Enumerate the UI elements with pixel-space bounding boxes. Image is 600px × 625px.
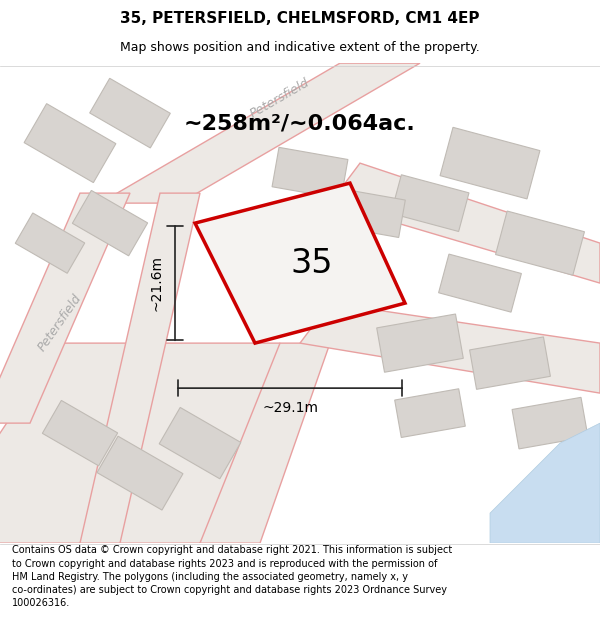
Polygon shape [195,183,405,343]
Polygon shape [43,401,118,466]
Text: Contains OS data © Crown copyright and database right 2021. This information is : Contains OS data © Crown copyright and d… [12,546,452,608]
Text: ~29.1m: ~29.1m [262,401,318,415]
Polygon shape [395,389,466,438]
Text: Petersfield: Petersfield [35,292,85,354]
Polygon shape [80,193,200,543]
Polygon shape [100,63,420,203]
Text: Map shows position and indicative extent of the property.: Map shows position and indicative extent… [120,41,480,54]
Polygon shape [300,303,600,393]
Polygon shape [335,189,406,238]
Polygon shape [439,254,521,312]
Polygon shape [470,337,550,389]
Polygon shape [0,193,130,423]
Polygon shape [512,398,588,449]
Polygon shape [15,213,85,273]
Polygon shape [440,127,540,199]
Polygon shape [496,211,584,275]
Polygon shape [24,104,116,182]
Polygon shape [490,423,600,543]
Polygon shape [97,436,183,510]
Polygon shape [257,221,323,266]
Text: Petersfield: Petersfield [248,76,312,121]
Polygon shape [272,148,348,199]
Text: ~258m²/~0.064ac.: ~258m²/~0.064ac. [184,113,416,133]
Polygon shape [89,78,170,148]
Polygon shape [391,175,469,231]
Polygon shape [377,314,463,372]
Polygon shape [73,191,148,256]
Polygon shape [159,408,241,479]
Text: ~21.6m: ~21.6m [150,255,164,311]
Text: 35, PETERSFIELD, CHELMSFORD, CM1 4EP: 35, PETERSFIELD, CHELMSFORD, CM1 4EP [120,11,480,26]
Polygon shape [200,343,330,543]
Polygon shape [330,163,600,283]
Text: 35: 35 [290,247,332,279]
Polygon shape [0,343,280,543]
